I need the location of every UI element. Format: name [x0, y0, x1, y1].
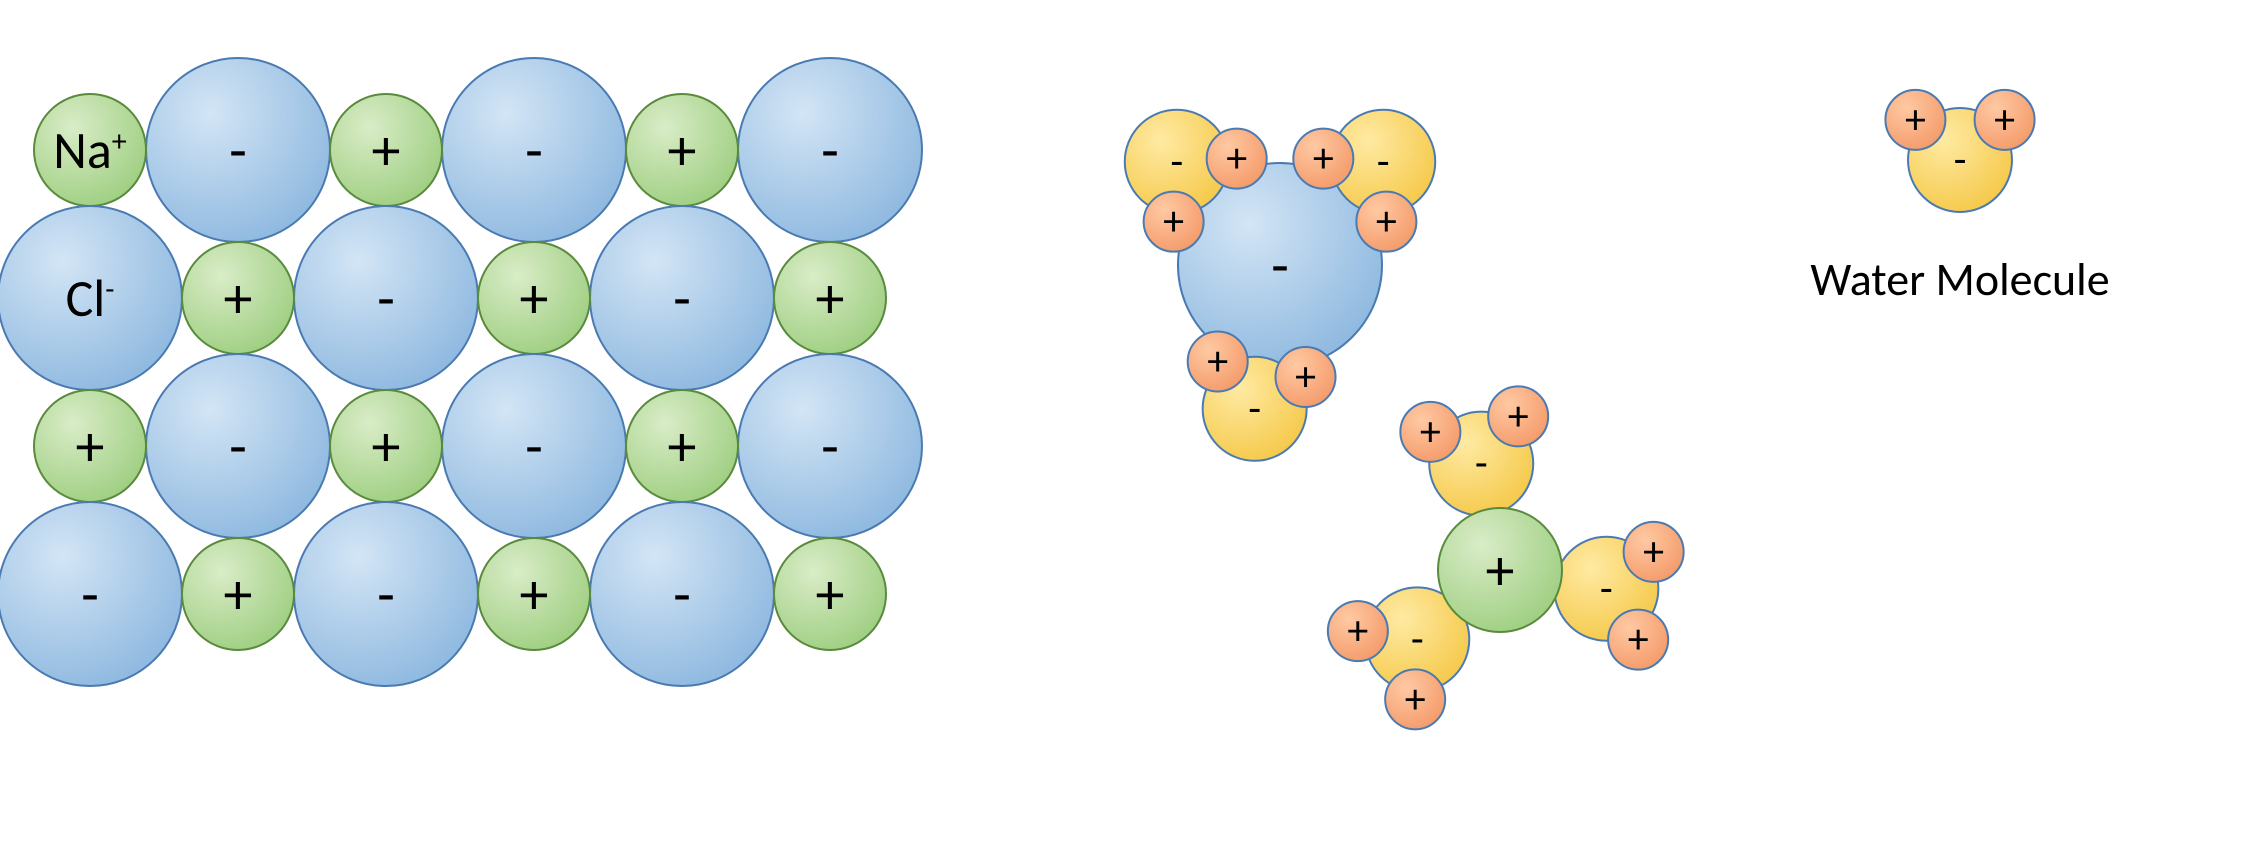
water-molecule: -++ — [1328, 587, 1469, 729]
hydrogen-charge-label: + — [1405, 674, 1426, 725]
hydrogen-charge-label: + — [1207, 336, 1228, 387]
oxygen-charge-label: - — [1377, 136, 1390, 187]
ionic-dissolution-diagram: Na+-+-+-Cl-+-+-++-+-+--+-+-+ --++-++-++ … — [0, 0, 2260, 868]
hydrogen-charge-label: + — [1508, 391, 1529, 442]
hydrogen-charge-label: + — [1994, 94, 2015, 145]
water-molecule-caption: Water Molecule — [1810, 252, 2109, 308]
sodium-charge-label: + — [668, 411, 697, 482]
water-molecule: -+ + — [1400, 386, 1548, 515]
chloride-charge-label: - — [673, 559, 691, 630]
chloride-charge-label: - — [377, 263, 395, 334]
sodium-charge-label: + — [520, 559, 549, 630]
hydrogen-charge-label: + — [1226, 133, 1247, 184]
oxygen-charge-label: - — [1600, 563, 1613, 614]
water-molecule-legend: -+ + Water Molecule — [1810, 90, 2109, 308]
sodium-charge-label: + — [1486, 535, 1515, 606]
oxygen-charge-label: - — [1475, 438, 1488, 489]
sodium-charge-label: + — [224, 559, 253, 630]
sodium-charge-label: + — [224, 263, 253, 334]
chloride-charge-label: - — [821, 411, 839, 482]
chloride-charge-label: - — [229, 411, 247, 482]
oxygen-charge-label: - — [1248, 383, 1261, 434]
sodium-charge-label: + — [76, 411, 105, 482]
chloride-charge-label: - — [821, 115, 839, 186]
hydrogen-charge-label: + — [1313, 133, 1334, 184]
hydrogen-charge-label: + — [1905, 94, 1926, 145]
oxygen-charge-label: - — [1411, 614, 1424, 665]
sodium-charge-label: + — [816, 263, 845, 334]
solvated-sodium: -++-++-+++ — [1328, 386, 1684, 729]
sodium-charge-label: + — [372, 115, 401, 186]
water-molecule: -+ + — [1885, 90, 2034, 212]
sodium-charge-label: + — [816, 559, 845, 630]
sodium-charge-label: + — [520, 263, 549, 334]
hydrogen-charge-label: + — [1347, 606, 1368, 657]
nacl-lattice: Na+-+-+-Cl-+-+-++-+-+--+-+-+ — [0, 58, 922, 686]
hydrogen-charge-label: + — [1643, 526, 1664, 577]
solvated-chloride: --++-++-++ — [1125, 110, 1435, 461]
water-molecule: -+ + — [1554, 522, 1683, 670]
hydrogen-charge-label: + — [1420, 406, 1441, 457]
hydrogen-charge-label: + — [1376, 196, 1397, 247]
hydrogen-charge-label: + — [1295, 351, 1316, 402]
chloride-charge-label: - — [1271, 230, 1289, 301]
chloride-charge-label: - — [81, 559, 99, 630]
hydrogen-charge-label: + — [1628, 614, 1649, 665]
chloride-charge-label: - — [673, 263, 691, 334]
oxygen-charge-label: - — [1954, 135, 1967, 186]
chloride-charge-label: - — [229, 115, 247, 186]
chloride-charge-label: - — [377, 559, 395, 630]
oxygen-charge-label: - — [1170, 136, 1183, 187]
chloride-charge-label: - — [525, 115, 543, 186]
chloride-charge-label: - — [525, 411, 543, 482]
hydrogen-charge-label: + — [1163, 196, 1184, 247]
sodium-charge-label: + — [372, 411, 401, 482]
sodium-charge-label: + — [668, 115, 697, 186]
